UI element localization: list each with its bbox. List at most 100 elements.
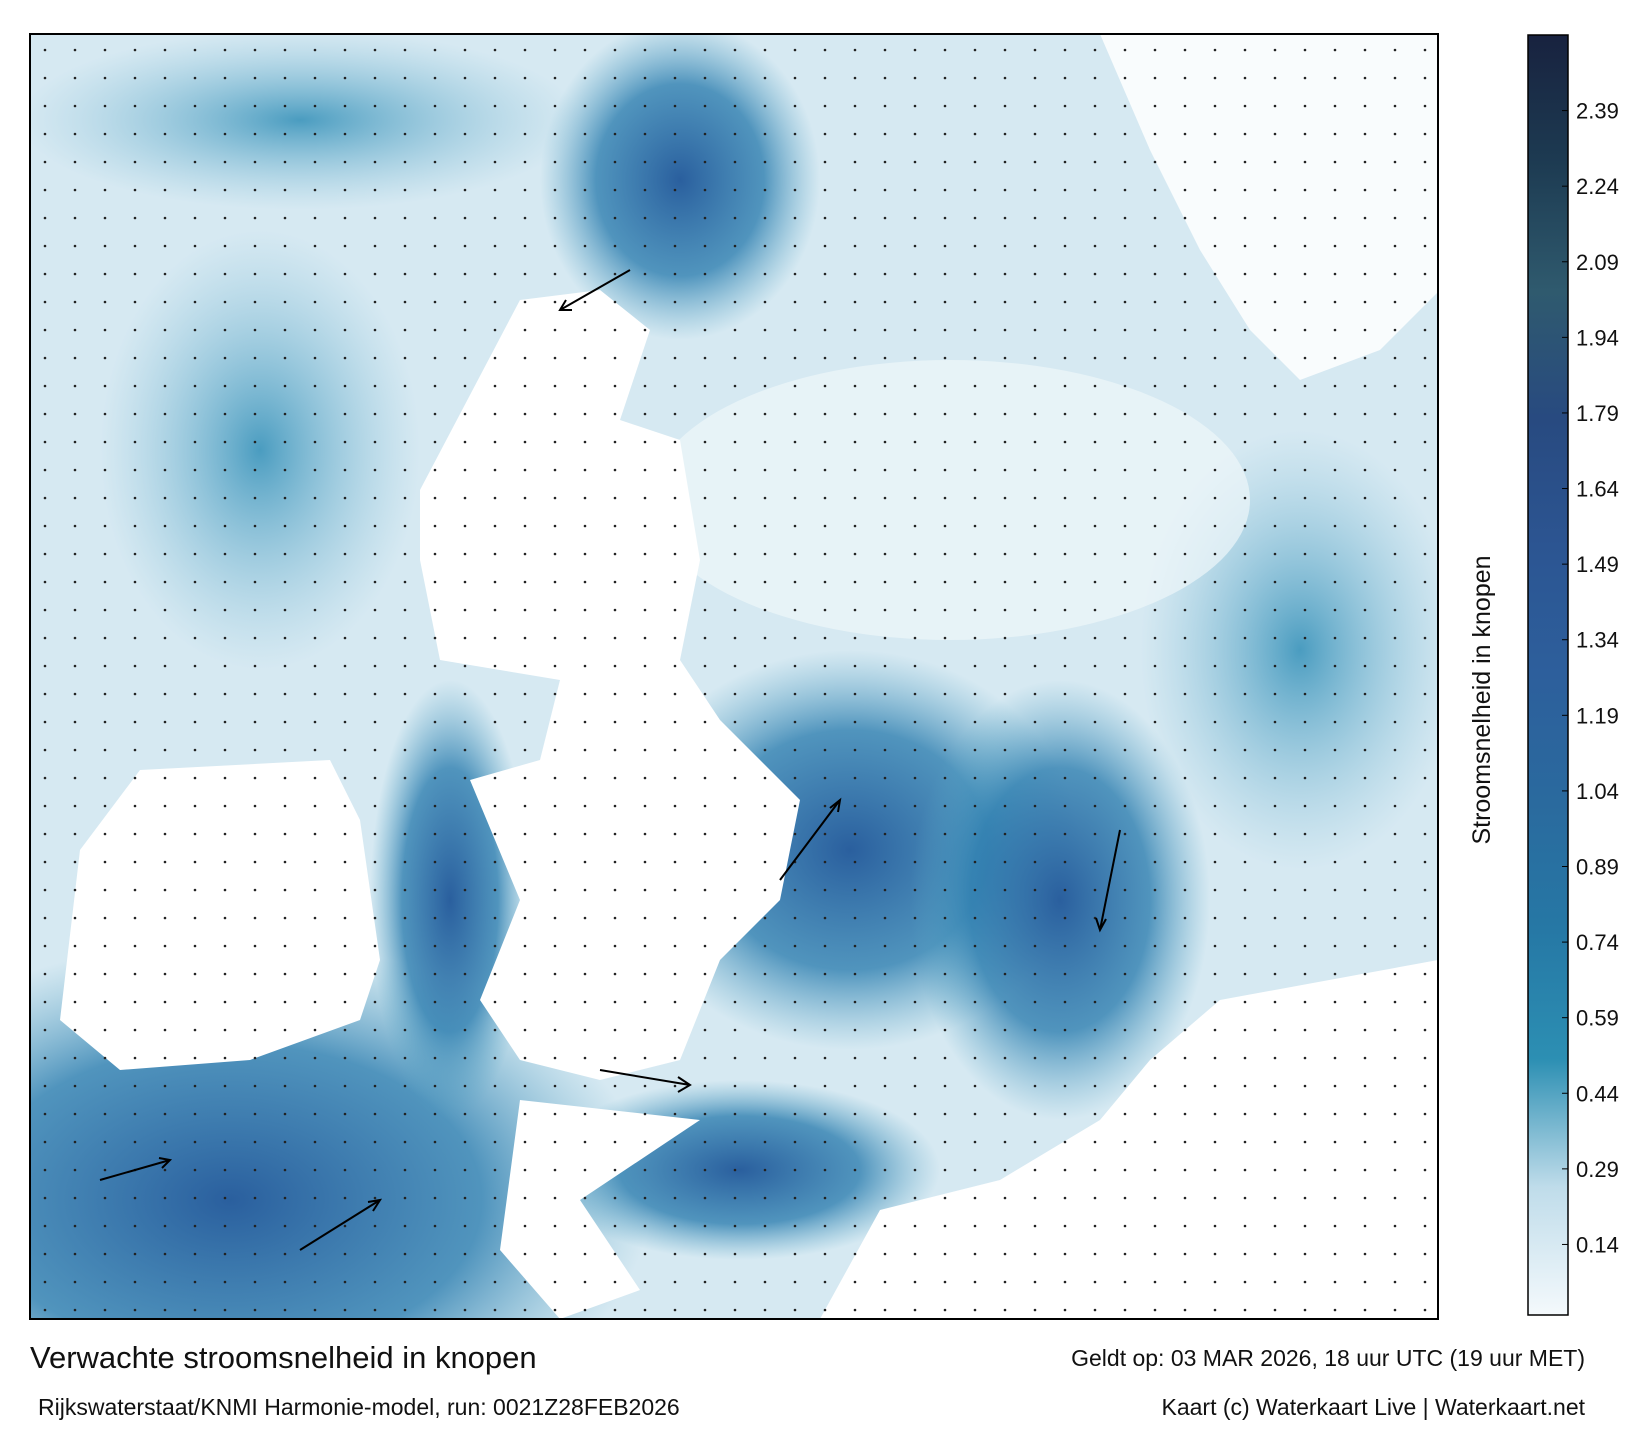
- grid-dot: [493, 160, 497, 164]
- grid-dot: [313, 860, 317, 864]
- grid-dot: [403, 160, 407, 164]
- grid-dot: [403, 608, 407, 612]
- grid-dot: [133, 720, 137, 724]
- grid-dot: [1153, 580, 1157, 584]
- grid-dot: [433, 300, 437, 304]
- grid-dot: [103, 748, 107, 752]
- grid-dot: [1243, 776, 1247, 780]
- grid-dot: [913, 440, 917, 444]
- grid-dot: [793, 328, 797, 332]
- grid-dot: [793, 1224, 797, 1228]
- grid-dot: [313, 1252, 317, 1256]
- grid-dot: [463, 1056, 467, 1060]
- grid-dot: [223, 328, 227, 332]
- grid-dot: [763, 552, 767, 556]
- grid-dot: [283, 1056, 287, 1060]
- grid-dot: [1123, 160, 1127, 164]
- grid-dot: [1393, 328, 1397, 332]
- grid-dot: [1273, 1252, 1277, 1256]
- grid-dot: [1033, 1252, 1037, 1256]
- grid-dot: [163, 300, 167, 304]
- grid-dot: [1363, 972, 1367, 976]
- grid-dot: [523, 720, 527, 724]
- grid-dot: [403, 300, 407, 304]
- grid-dot: [733, 608, 737, 612]
- grid-dot: [1393, 160, 1397, 164]
- grid-dot: [1153, 468, 1157, 472]
- grid-dot: [883, 76, 887, 80]
- grid-dot: [1363, 608, 1367, 612]
- grid-dot: [613, 328, 617, 332]
- grid-dot: [1003, 272, 1007, 276]
- grid-dot: [913, 692, 917, 696]
- grid-dot: [913, 356, 917, 360]
- grid-dot: [343, 1168, 347, 1172]
- grid-dot: [1213, 776, 1217, 780]
- grid-dot: [583, 160, 587, 164]
- grid-dot: [973, 720, 977, 724]
- grid-dot: [1213, 720, 1217, 724]
- grid-dot: [253, 580, 257, 584]
- grid-dot: [733, 916, 737, 920]
- grid-dot: [673, 160, 677, 164]
- grid-dot: [583, 1000, 587, 1004]
- grid-dot: [733, 1084, 737, 1088]
- grid-dot: [1183, 440, 1187, 444]
- grid-dot: [853, 496, 857, 500]
- grid-dot: [493, 916, 497, 920]
- grid-dot: [433, 48, 437, 52]
- grid-dot: [403, 720, 407, 724]
- grid-dot: [793, 160, 797, 164]
- grid-dot: [973, 552, 977, 556]
- grid-dot: [1093, 1168, 1097, 1172]
- grid-dot: [1423, 888, 1427, 892]
- grid-dot: [463, 972, 467, 976]
- grid-dot: [1183, 860, 1187, 864]
- grid-dot: [1123, 496, 1127, 500]
- grid-dot: [313, 356, 317, 360]
- grid-dot: [1303, 636, 1307, 640]
- grid-dot: [193, 1140, 197, 1144]
- grid-dot: [1003, 720, 1007, 724]
- grid-dot: [103, 888, 107, 892]
- grid-dot: [1063, 1112, 1067, 1116]
- grid-dot: [253, 944, 257, 948]
- grid-dot: [1123, 748, 1127, 752]
- grid-dot: [883, 440, 887, 444]
- grid-dot: [433, 1168, 437, 1172]
- grid-dot: [793, 944, 797, 948]
- grid-dot: [253, 384, 257, 388]
- grid-dot: [763, 1308, 767, 1312]
- grid-dot: [253, 272, 257, 276]
- grid-dot: [43, 1056, 47, 1060]
- grid-dot: [823, 524, 827, 528]
- grid-dot: [613, 1084, 617, 1088]
- grid-dot: [643, 524, 647, 528]
- grid-dot: [853, 636, 857, 640]
- grid-dot: [853, 692, 857, 696]
- grid-dot: [1003, 1028, 1007, 1032]
- grid-dot: [283, 440, 287, 444]
- grid-dot: [1273, 300, 1277, 304]
- grid-dot: [763, 580, 767, 584]
- grid-dot: [133, 496, 137, 500]
- grid-dot: [613, 1252, 617, 1256]
- grid-dot: [613, 944, 617, 948]
- grid-dot: [283, 1168, 287, 1172]
- grid-dot: [1393, 300, 1397, 304]
- grid-dot: [1123, 76, 1127, 80]
- grid-dot: [493, 944, 497, 948]
- grid-dot: [1423, 1056, 1427, 1060]
- grid-dot: [133, 748, 137, 752]
- grid-dot: [493, 804, 497, 808]
- grid-dot: [73, 188, 77, 192]
- grid-dot: [883, 1196, 887, 1200]
- grid-dot: [823, 1252, 827, 1256]
- grid-dot: [1153, 104, 1157, 108]
- grid-dot: [253, 48, 257, 52]
- grid-dot: [493, 1084, 497, 1088]
- grid-dot: [643, 412, 647, 416]
- grid-dot: [853, 104, 857, 108]
- grid-dot: [1363, 860, 1367, 864]
- grid-dot: [523, 188, 527, 192]
